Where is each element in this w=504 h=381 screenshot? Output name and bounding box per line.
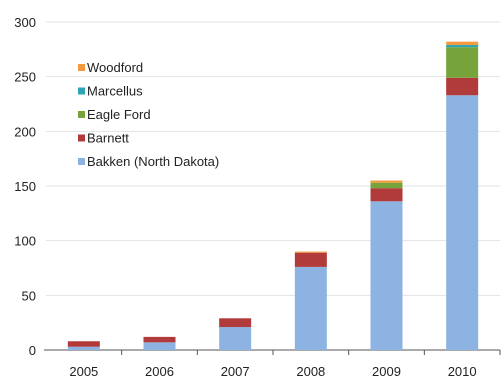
y-tick-label: 50: [22, 288, 36, 303]
bar-segment-marcellus: [446, 44, 479, 48]
legend-label: Woodford: [87, 60, 143, 75]
x-tick-label: 2006: [145, 364, 174, 379]
bar-segment-barnett: [219, 318, 252, 328]
legend-swatch: [78, 158, 85, 165]
legend-label: Eagle Ford: [87, 107, 151, 122]
bar-segment-eagle-ford: [446, 47, 479, 78]
legend-swatch: [78, 64, 85, 71]
y-tick-label: 150: [14, 179, 36, 194]
legend-swatch: [78, 111, 85, 118]
bar-segment-bakken-north-dakota: [370, 201, 403, 350]
x-tick-label: 2009: [372, 364, 401, 379]
y-tick-label: 250: [14, 70, 36, 85]
y-axis: 0 50 100 150 200 250 300: [14, 15, 36, 358]
bar-segment-bakken-north-dakota: [219, 327, 252, 350]
legend-label: Marcellus: [87, 84, 143, 99]
bar-segment-barnett: [294, 252, 327, 267]
legend-label: Barnett: [87, 131, 129, 146]
bar-segment-bakken-north-dakota: [446, 95, 479, 351]
gridlines: [46, 21, 500, 296]
bar-segment-bakken-north-dakota: [143, 342, 176, 350]
x-tick-label: 2007: [221, 364, 250, 379]
x-tick-label: 2008: [296, 364, 325, 379]
bar-segment-woodford: [294, 251, 327, 253]
y-tick-label: 200: [14, 124, 36, 139]
legend: Woodford Marcellus Eagle Ford Barnett Bakken…: [78, 60, 219, 169]
bar-segment-barnett: [143, 336, 176, 343]
bar-segment-bakken-north-dakota: [294, 266, 327, 350]
x-tick-label: 2010: [448, 364, 477, 379]
bar-segment-barnett: [67, 341, 100, 347]
bar-segment-woodford: [446, 41, 479, 45]
legend-swatch: [78, 87, 85, 95]
y-tick-label: 300: [14, 15, 36, 30]
legend-swatch: [78, 134, 85, 142]
legend-label: Bakken (North Dakota): [87, 154, 219, 169]
bar-segment-bakken-north-dakota: [67, 346, 100, 350]
bar-segment-barnett: [446, 77, 479, 96]
bars: [67, 41, 479, 351]
bar-segment-eagle-ford: [370, 182, 403, 189]
y-tick-label: 0: [29, 343, 36, 358]
x-axis: 2005 2006 2007 2008 2009 2010: [44, 349, 501, 379]
bar-segment-barnett: [370, 188, 403, 202]
x-tick-label: 2005: [69, 364, 98, 379]
bar-segment-woodford: [370, 180, 403, 183]
y-tick-label: 100: [14, 234, 36, 249]
